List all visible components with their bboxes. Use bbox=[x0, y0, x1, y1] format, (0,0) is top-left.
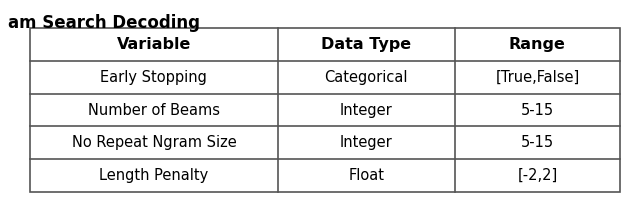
Bar bbox=[30, 28, 620, 192]
Text: Range: Range bbox=[509, 37, 566, 52]
Text: 5-15: 5-15 bbox=[521, 135, 554, 150]
Text: Data Type: Data Type bbox=[321, 37, 412, 52]
Text: Integer: Integer bbox=[340, 102, 393, 117]
Text: [True,False]: [True,False] bbox=[495, 70, 580, 85]
Text: Float: Float bbox=[348, 168, 384, 183]
Text: No Repeat Ngram Size: No Repeat Ngram Size bbox=[72, 135, 236, 150]
Text: Integer: Integer bbox=[340, 135, 393, 150]
Text: Variable: Variable bbox=[116, 37, 191, 52]
Text: am Search Decoding: am Search Decoding bbox=[8, 14, 200, 32]
Text: Early Stopping: Early Stopping bbox=[100, 70, 207, 85]
Text: [-2,2]: [-2,2] bbox=[517, 168, 557, 183]
Text: Categorical: Categorical bbox=[324, 70, 408, 85]
Text: Length Penalty: Length Penalty bbox=[99, 168, 209, 183]
Text: 5-15: 5-15 bbox=[521, 102, 554, 117]
Text: Number of Beams: Number of Beams bbox=[88, 102, 220, 117]
